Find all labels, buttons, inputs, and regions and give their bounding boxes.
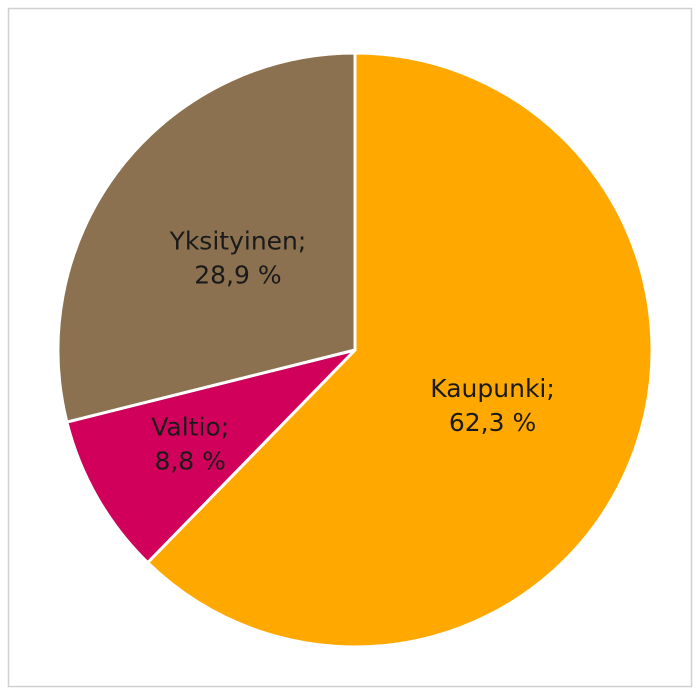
slice-category-label: Valtio; [151, 413, 229, 442]
slice-category-label: Kaupunki; [430, 374, 555, 403]
slice-value-label: 62,3 % [449, 408, 536, 437]
slice-value-label: 8,8 % [154, 447, 225, 476]
slice-category-label: Yksityinen; [169, 227, 307, 256]
pie-slice [56, 51, 357, 424]
slice-value-label: 28,9 % [194, 261, 281, 290]
pie-slice [146, 51, 654, 649]
pie-slice [65, 348, 357, 565]
